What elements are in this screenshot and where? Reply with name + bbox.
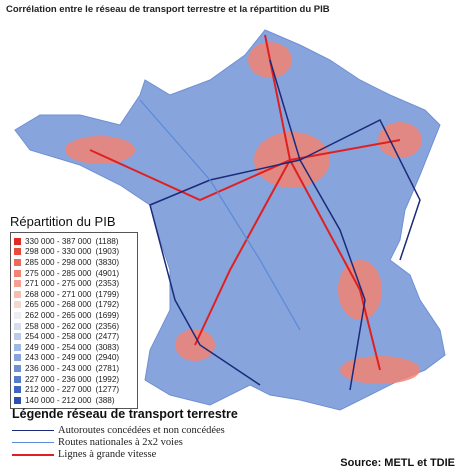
legend-row: 298 000 - 330 000 (1903)	[14, 247, 134, 258]
legend-range: 298 000 - 330 000	[25, 247, 92, 257]
legend-range: 212 000 - 227 000	[25, 385, 92, 395]
legend-swatch	[14, 322, 21, 330]
legend-row: 268 000 - 271 000 (1799)	[14, 289, 134, 300]
france-territory	[14, 29, 446, 411]
legend-swatch	[14, 354, 21, 362]
legend-swatch	[14, 396, 21, 404]
legend-swatch	[14, 386, 21, 394]
legend-line	[12, 442, 54, 443]
legend-count: (2781)	[95, 363, 120, 373]
legend-count: (1799)	[95, 289, 120, 299]
legend-count: (388)	[95, 395, 115, 405]
legend-line	[12, 430, 54, 431]
legend-label: Lignes à grande vitesse	[58, 449, 157, 460]
transport-legend-item: Routes nationales à 2x2 voies	[12, 437, 183, 448]
national-road	[139, 99, 301, 331]
legend-count: (1992)	[95, 374, 120, 384]
legend-row: 212 000 - 227 000 (1277)	[14, 384, 134, 395]
legend-swatch	[14, 269, 21, 277]
legend-line	[12, 453, 54, 456]
legend-count: (2477)	[95, 332, 120, 342]
motorway	[269, 59, 366, 391]
high-gdp-areas	[65, 42, 422, 384]
legend-row: 254 000 - 258 000 (2477)	[14, 331, 134, 342]
legend-row: 275 000 - 285 000 (4901)	[14, 268, 134, 279]
map-title: Corrélation entre le réseau de transport…	[6, 4, 330, 15]
legend-count: (1277)	[95, 385, 120, 395]
legend-row: 265 000 - 268 000 (1792)	[14, 300, 134, 311]
transport-network	[89, 34, 421, 391]
legend-range: 285 000 - 298 000	[25, 257, 92, 267]
legend-row: 249 000 - 254 000 (3083)	[14, 342, 134, 353]
legend-row: 227 000 - 236 000 (1992)	[14, 374, 134, 385]
legend-swatch	[14, 311, 21, 319]
motorway	[149, 159, 301, 386]
legend-row: 258 000 - 262 000 (2356)	[14, 321, 134, 332]
transport-legend-item: Lignes à grande vitesse	[12, 449, 156, 460]
legend-label: Autoroutes concédées et non concédées	[58, 425, 225, 436]
legend-count: (1903)	[95, 247, 120, 257]
legend-range: 140 000 - 212 000	[25, 395, 92, 405]
legend-row: 271 000 - 275 000 (2353)	[14, 278, 134, 289]
legend-count: (1792)	[95, 300, 120, 310]
legend-count: (2940)	[95, 353, 120, 363]
legend-swatch	[14, 248, 21, 256]
motorway	[299, 118, 421, 261]
legend-swatch	[14, 343, 21, 351]
legend-count: (1188)	[95, 236, 119, 246]
legend-count: (2356)	[95, 321, 120, 331]
legend-swatch	[14, 375, 21, 383]
legend-range: 258 000 - 262 000	[25, 321, 92, 331]
legend-count: (1699)	[95, 310, 120, 320]
legend-label: Routes nationales à 2x2 voies	[58, 437, 183, 448]
legend-range: 243 000 - 249 000	[25, 353, 92, 363]
transport-legend-title: Légende réseau de transport terrestre	[12, 407, 238, 421]
legend-row: 243 000 - 249 000 (2940)	[14, 353, 134, 364]
rail-line	[264, 34, 381, 371]
legend-count: (3083)	[95, 342, 120, 352]
gdp-legend-title: Répartition du PIB	[10, 214, 116, 229]
legend-count: (2353)	[95, 279, 120, 289]
legend-swatch	[14, 301, 21, 309]
gdp-legend: Répartition du PIB 330 000 - 387 000 (118…	[10, 214, 138, 409]
legend-swatch	[14, 280, 21, 288]
legend-range: 330 000 - 387 000	[25, 236, 92, 246]
legend-row: 140 000 - 212 000 (388)	[14, 395, 134, 406]
legend-row: 236 000 - 243 000 (2781)	[14, 363, 134, 374]
legend-range: 262 000 - 265 000	[25, 310, 92, 320]
source: Source: METL et TDIE	[340, 457, 455, 469]
legend-range: 268 000 - 271 000	[25, 289, 92, 299]
gdp-legend-box: 330 000 - 387 000 (1188) 298 000 - 330 000…	[10, 232, 138, 409]
rail-line	[194, 159, 291, 346]
legend-swatch	[14, 237, 21, 245]
legend-row: 285 000 - 298 000 (3830)	[14, 257, 134, 268]
legend-range: 271 000 - 275 000	[25, 279, 92, 289]
legend-count: (4901)	[95, 268, 120, 278]
legend-count: (3830)	[95, 257, 120, 267]
legend-range: 227 000 - 236 000	[25, 374, 92, 384]
legend-swatch	[14, 333, 21, 341]
legend-range: 236 000 - 243 000	[25, 363, 92, 373]
legend-row: 262 000 - 265 000 (1699)	[14, 310, 134, 321]
legend-swatch	[14, 364, 21, 372]
rail-line	[89, 149, 291, 202]
legend-range: 275 000 - 285 000	[25, 268, 92, 278]
legend-swatch	[14, 258, 21, 266]
legend-range: 249 000 - 254 000	[25, 342, 92, 352]
legend-range: 265 000 - 268 000	[25, 300, 92, 310]
brittany-region	[65, 136, 135, 164]
transport-legend-item: Autoroutes concédées et non concédées	[12, 425, 225, 436]
legend-swatch	[14, 290, 21, 298]
legend-row: 330 000 - 387 000 (1188)	[14, 236, 134, 247]
legend-range: 254 000 - 258 000	[25, 332, 92, 342]
